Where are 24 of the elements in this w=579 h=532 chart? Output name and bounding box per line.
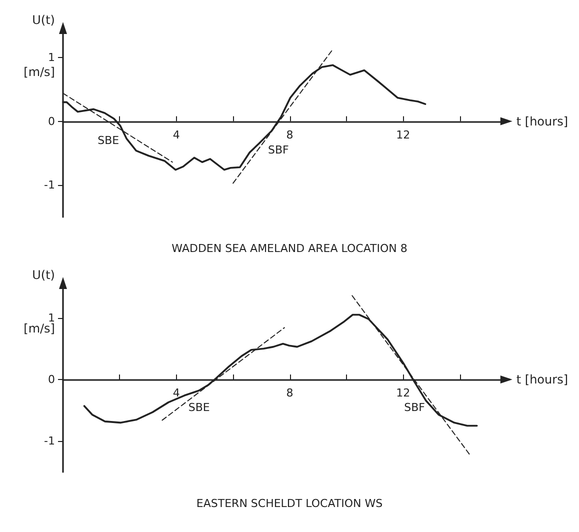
text: [m/s]: [24, 322, 55, 336]
text: [m/s]: [24, 65, 55, 80]
y-axis-title: U(t): [32, 13, 55, 27]
annotation: SBE: [98, 134, 120, 147]
x-tick-label: 4: [172, 386, 180, 400]
x-tick-label: 8: [286, 386, 294, 400]
y-tick-label: 1: [48, 51, 55, 64]
text: EASTERN SCHELDT LOCATION WS: [196, 497, 383, 510]
annotation: SBF: [268, 144, 289, 157]
y-tick-label: -1: [44, 434, 55, 448]
y-axis-title: U(t): [32, 268, 55, 282]
annotation: SBF: [404, 400, 425, 414]
x-axis-title: t [hours]: [516, 372, 568, 386]
x-tick-label: 4: [172, 128, 180, 142]
y-tick-label: 1: [48, 311, 55, 324]
text: WADDEN SEA AMELAND AREA LOCATION 8: [172, 242, 408, 255]
x-axis-title: t [hours]: [516, 114, 568, 128]
x-tick-label: 8: [286, 128, 294, 142]
x-tick-label: 12: [396, 386, 410, 400]
x-tick-label: 12: [396, 128, 410, 142]
y-tick-label: -1: [44, 178, 55, 192]
y-tick-label: 0: [48, 114, 55, 128]
annotation: SBE: [188, 400, 210, 414]
y-tick-label: 0: [48, 373, 55, 386]
